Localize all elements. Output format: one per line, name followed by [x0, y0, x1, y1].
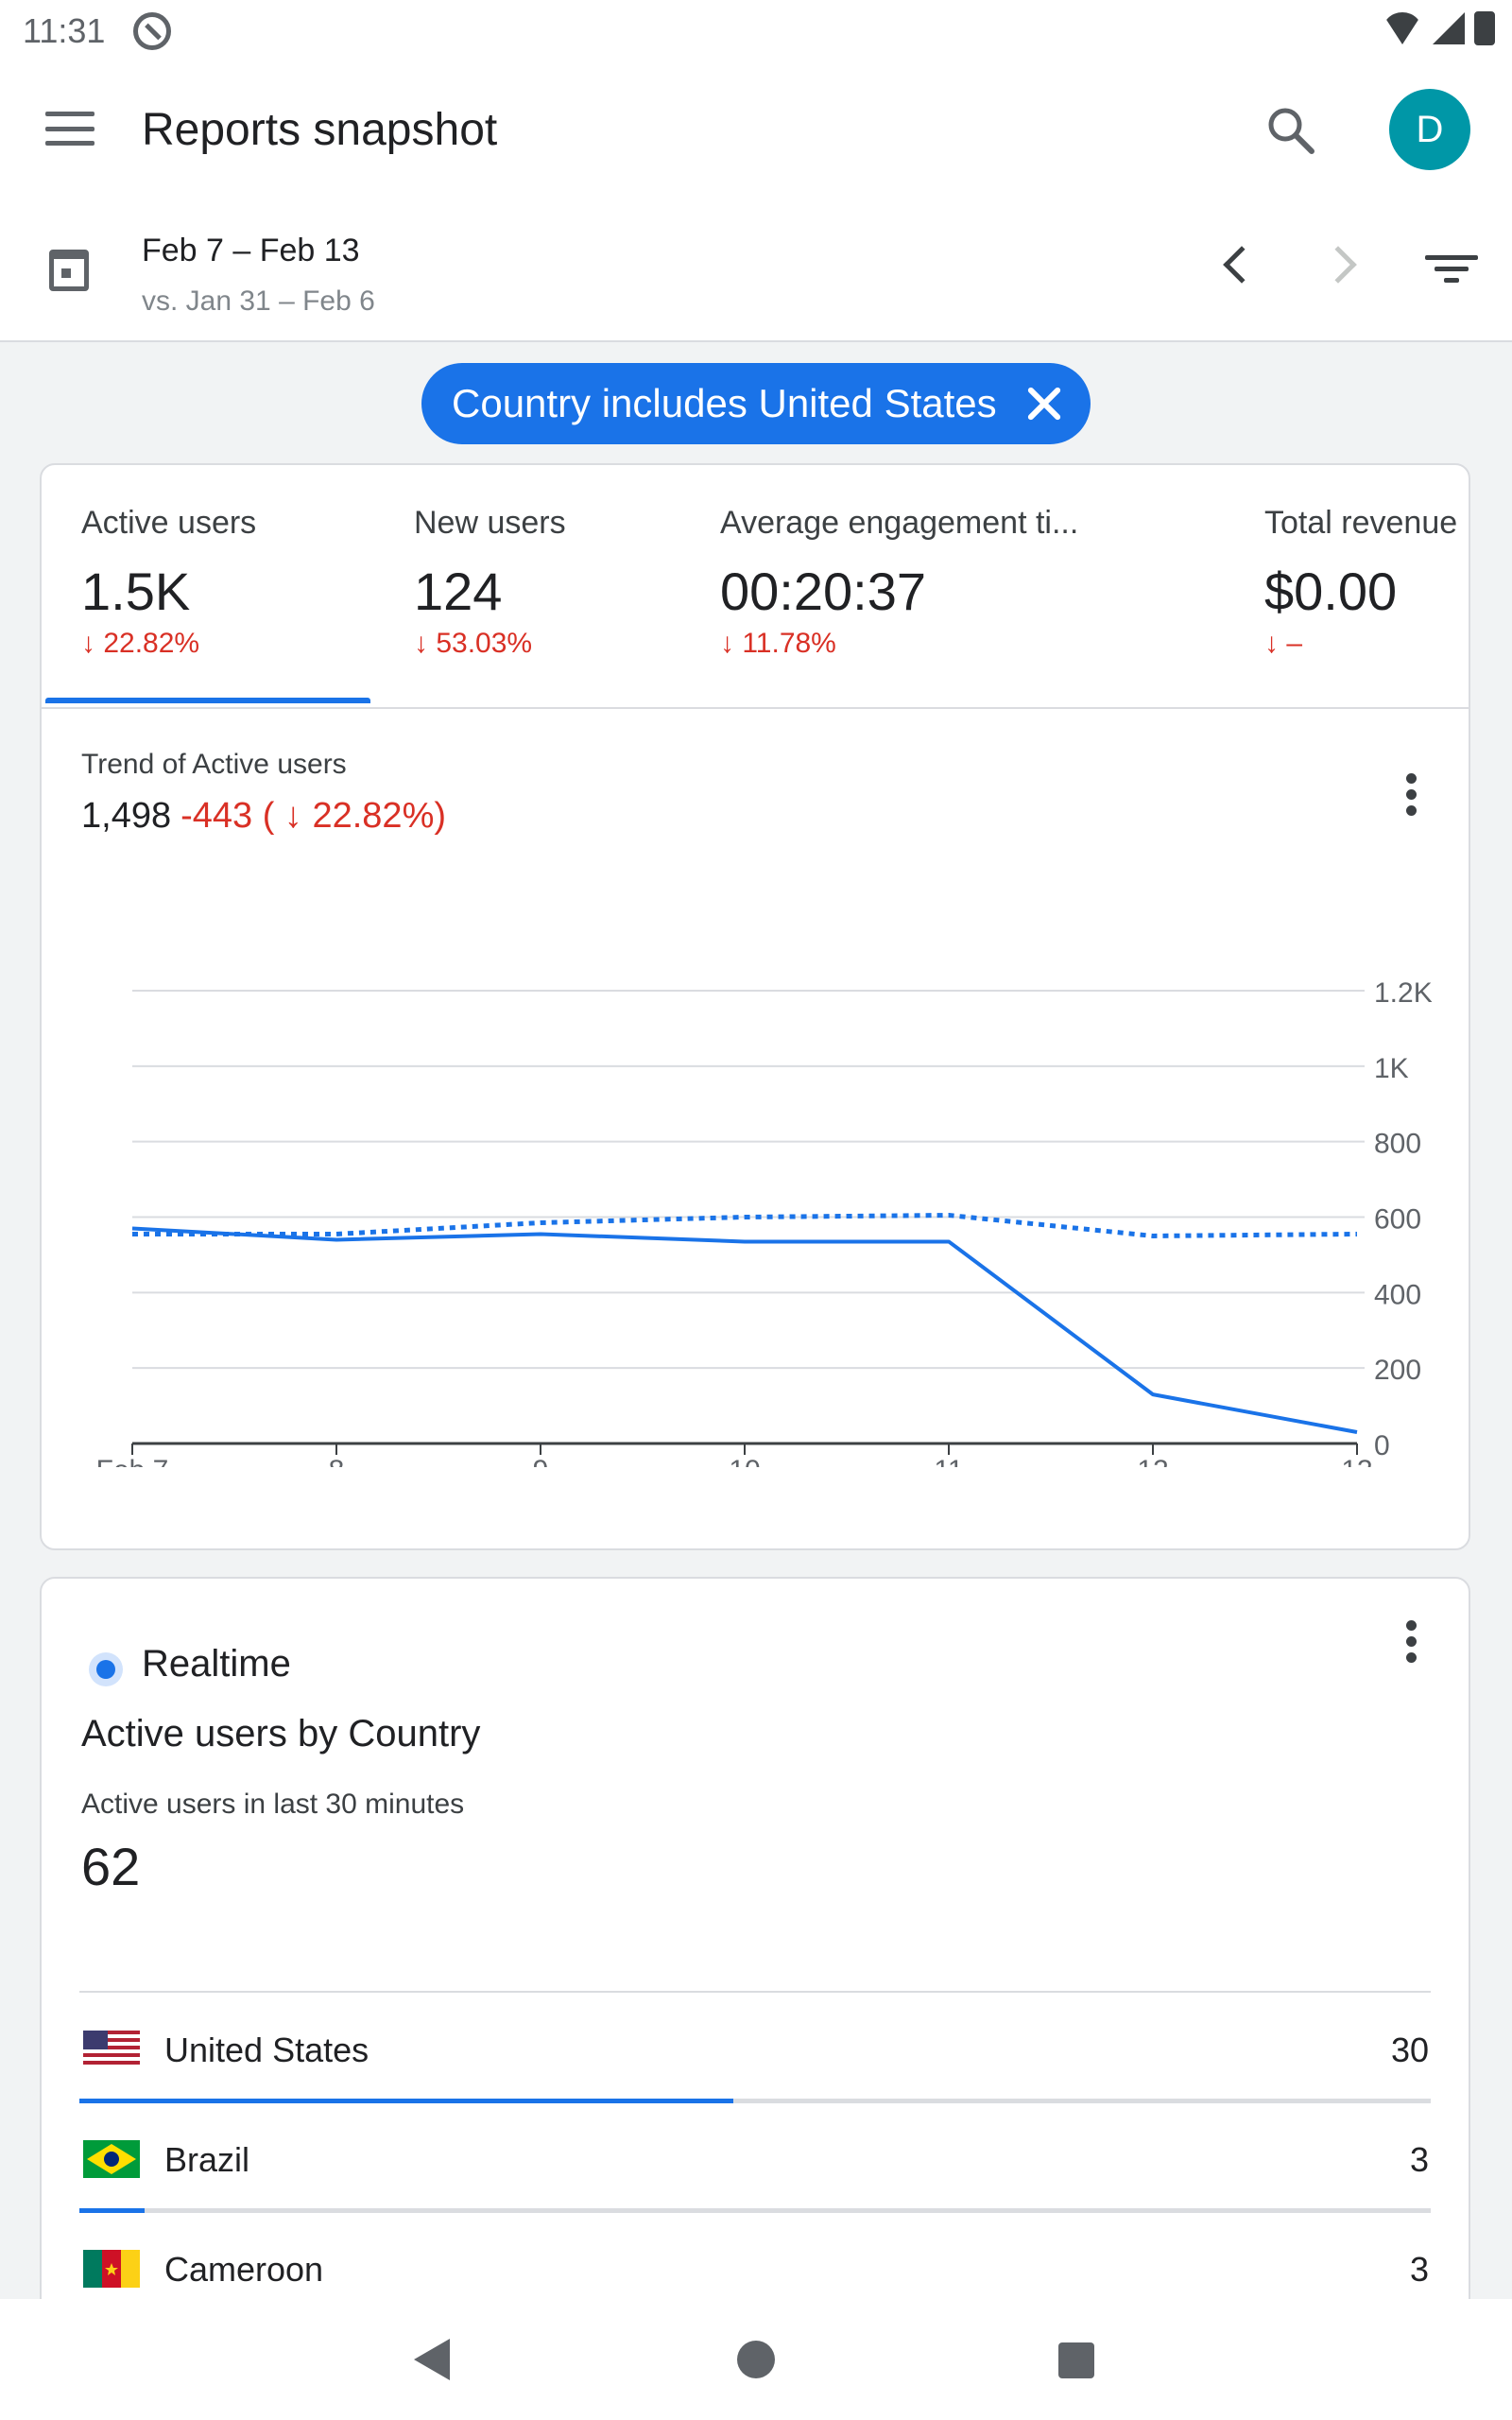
x-tick-label: 10 — [729, 1455, 760, 1467]
country-value: 3 — [1409, 2140, 1429, 2179]
battery-icon — [1474, 11, 1495, 45]
filter-chip-label: Country includes United States — [452, 381, 997, 425]
home-icon[interactable] — [737, 2341, 775, 2378]
back-icon[interactable] — [414, 2339, 450, 2380]
country-value: 3 — [1409, 2250, 1429, 2289]
x-tick-label: 9 — [533, 1455, 549, 1467]
previous-period-line — [132, 1213, 1358, 1238]
metric-label: Total revenue — [1264, 505, 1458, 541]
y-tick-label: 1.2K — [1374, 977, 1433, 1009]
y-tick-label: 0 — [1374, 1430, 1390, 1461]
filter-chip[interactable]: Country includes United States — [421, 363, 1091, 444]
metric-value: 1.5K — [81, 562, 191, 621]
metric-label: New users — [414, 505, 566, 541]
country-value: 30 — [1390, 2031, 1429, 2069]
trend-total: 1,498 — [81, 796, 172, 836]
country-bar-track — [79, 2099, 1431, 2103]
trend-title: Trend of Active users — [81, 749, 347, 780]
page-title: Reports snapshot — [142, 105, 498, 155]
avatar[interactable]: D — [1389, 89, 1470, 170]
x-tick-label: 12 — [1137, 1455, 1168, 1467]
more-vert-icon[interactable] — [1404, 1620, 1418, 1664]
country-row[interactable]: Brazil 3 — [79, 2104, 1431, 2214]
country-name: United States — [164, 2031, 369, 2069]
filter-icon[interactable] — [1425, 255, 1478, 284]
status-time: 11:31 — [23, 11, 106, 50]
more-vert-icon[interactable] — [1404, 773, 1418, 817]
status-bar: 11:31 — [0, 0, 1512, 62]
realtime-subtitle: Active users in last 30 minutes — [81, 1789, 465, 1820]
wifi-icon — [1382, 12, 1423, 44]
realtime-card: Realtime Active users by Country Active … — [40, 1577, 1470, 2420]
country-bar-fill — [79, 2099, 734, 2103]
y-tick-label: 400 — [1374, 1279, 1421, 1310]
menu-icon[interactable] — [45, 112, 94, 146]
date-range-label[interactable]: Feb 7 – Feb 13 — [142, 233, 360, 268]
metric-value: $0.00 — [1264, 562, 1398, 621]
recent-apps-icon[interactable] — [1058, 2342, 1094, 2378]
brazil-flag-icon — [83, 2140, 140, 2178]
overview-card: Active users 1.5K ↓ 22.82% New users 124… — [40, 463, 1470, 1550]
app-bar: Reports snapshot D — [0, 62, 1512, 195]
metric-change: ↓ 11.78% — [720, 628, 836, 659]
metric-label: Average engagement ti... — [720, 505, 1079, 541]
metric-value: 124 — [414, 562, 503, 621]
country-name: Brazil — [164, 2140, 250, 2179]
x-tick-label: 13 — [1341, 1455, 1372, 1467]
x-tick-label: 11 — [934, 1455, 963, 1467]
metric-active-users[interactable]: Active users 1.5K ↓ 22.82% — [81, 505, 256, 660]
country-row[interactable]: United States 30 — [79, 1995, 1431, 2104]
trend-delta: -443 ( ↓ 22.82%) — [180, 796, 447, 836]
y-tick-label: 200 — [1374, 1355, 1421, 1386]
metric-label: Active users — [81, 505, 257, 541]
us-flag-icon — [83, 2031, 140, 2068]
selected-tab-indicator — [45, 698, 370, 703]
trend-summary: 1,498 -443 ( ↓ 22.82%) — [81, 796, 446, 837]
system-nav-bar — [0, 2299, 1512, 2420]
divider — [79, 1991, 1431, 1993]
x-tick-label: 8 — [329, 1455, 345, 1467]
comparison-range-label: vs. Jan 31 – Feb 6 — [142, 285, 375, 317]
signal-icon — [1433, 12, 1465, 44]
y-tick-label: 800 — [1374, 1129, 1421, 1160]
metric-value: 00:20:37 — [720, 562, 926, 621]
calendar-icon[interactable] — [49, 250, 89, 291]
do-not-disturb-icon — [133, 12, 172, 50]
country-bar-fill — [79, 2208, 145, 2213]
realtime-indicator-icon — [89, 1652, 123, 1686]
country-bar-track — [79, 2208, 1431, 2213]
y-tick-label: 600 — [1374, 1204, 1421, 1236]
date-range-bar: Feb 7 – Feb 13 vs. Jan 31 – Feb 6 — [0, 195, 1512, 342]
country-name: Cameroon — [164, 2250, 324, 2289]
chevron-right-icon[interactable] — [1319, 246, 1357, 284]
realtime-title: Active users by Country — [81, 1713, 481, 1754]
search-icon[interactable] — [1264, 104, 1317, 157]
status-icons — [1382, 11, 1495, 45]
metric-change: ↓ 53.03% — [414, 628, 533, 659]
metric-tabs: Active users 1.5K ↓ 22.82% New users 124… — [42, 465, 1469, 709]
realtime-label: Realtime — [142, 1643, 291, 1685]
metric-total-revenue[interactable]: Total revenue $0.00 ↓ – — [1264, 505, 1457, 660]
y-tick-label: 1K — [1374, 1053, 1409, 1084]
metric-change: ↓ 22.82% — [81, 628, 200, 659]
metric-change: ↓ – — [1264, 628, 1303, 659]
metric-new-users[interactable]: New users 124 ↓ 53.03% — [414, 505, 566, 660]
x-tick-label: Feb 7 — [96, 1455, 169, 1467]
cameroon-flag-icon — [83, 2250, 140, 2288]
close-icon[interactable] — [1022, 382, 1066, 425]
metric-avg-engagement[interactable]: Average engagement ti... 00:20:37 ↓ 11.7… — [720, 505, 1078, 660]
chevron-left-icon[interactable] — [1223, 246, 1261, 284]
realtime-count: 62 — [81, 1837, 141, 1896]
current-period-line — [131, 1226, 1358, 1434]
